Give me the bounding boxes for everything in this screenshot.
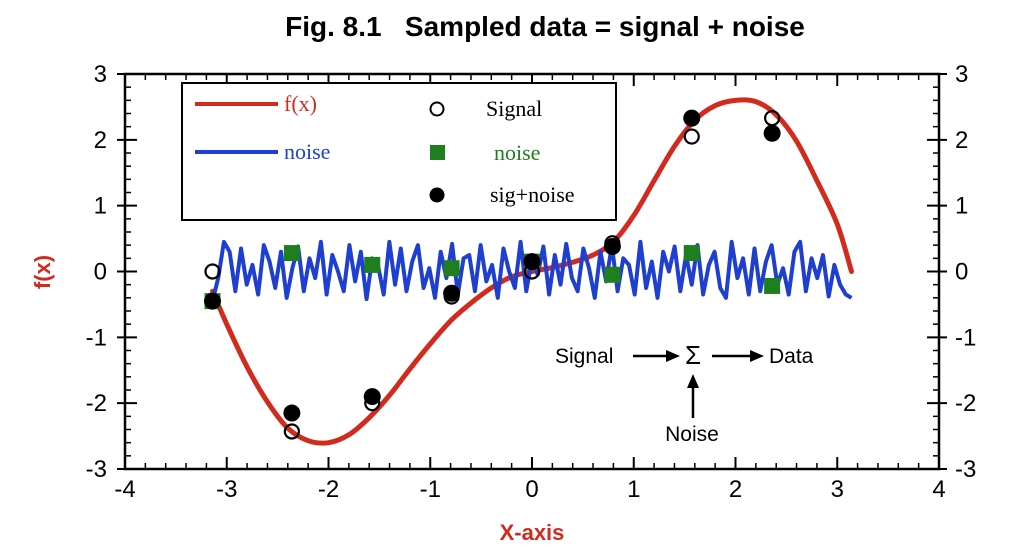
diagram-data-label: Data (769, 345, 814, 368)
legend-marker-signal (429, 101, 445, 117)
series-layer (204, 97, 854, 446)
signal-point (204, 263, 221, 280)
x-tick-label: -1 (420, 476, 441, 503)
x-tick-label: -4 (114, 476, 135, 503)
y-tick-label: 2 (94, 127, 107, 154)
noise-point (683, 245, 700, 262)
legend-label-sig-noise: sig+noise (490, 182, 575, 207)
noise-point (764, 277, 781, 294)
x-axis-label: X-axis (500, 520, 565, 545)
sig-noise-point (523, 253, 541, 271)
diagram-noise-label: Noise (665, 423, 719, 446)
y2-tick-label: 0 (955, 259, 968, 286)
signal-point (683, 128, 700, 145)
diagram-sum-symbol: Σ (685, 340, 701, 370)
y-tick-label: 0 (94, 259, 107, 286)
x-tick-label: -3 (216, 476, 237, 503)
sig-noise-point (283, 404, 301, 422)
chart-title: Fig. 8.1 Sampled data = signal + noise (285, 11, 805, 42)
legend-label-signal: Signal (486, 96, 542, 121)
sig-noise-point (763, 124, 781, 142)
x-tick-label: 4 (932, 476, 945, 503)
legend: f(x) noise Signal noise sig+noise (181, 82, 617, 221)
y2-tick-label: -3 (955, 456, 976, 483)
diagram-arrow-up-head (687, 374, 699, 388)
series-line-fx (210, 97, 854, 446)
sig-noise-point (204, 292, 222, 310)
sig-noise-point (363, 388, 381, 406)
y2-tick-label: -2 (955, 390, 976, 417)
legend-label-noise-points: noise (494, 140, 540, 165)
legend-marker-sig-noise (429, 187, 445, 203)
y-tick-label: 3 (94, 61, 107, 88)
diagram-arrow-out-head (750, 350, 764, 362)
sum-diagram: Signal Σ Data Noise (555, 340, 814, 446)
y2-tick-label: 3 (955, 61, 968, 88)
sig-noise-point (603, 237, 621, 255)
y2-tick-label: 2 (955, 127, 968, 154)
sig-noise-point (683, 109, 701, 127)
x-tick-label: 0 (525, 476, 538, 503)
x-tick-label: 3 (831, 476, 844, 503)
y-tick-label: -3 (86, 456, 107, 483)
x-tick-label: 1 (627, 476, 640, 503)
y2-tick-label: -1 (955, 324, 976, 351)
noise-point (443, 260, 460, 277)
y-tick-label: -1 (86, 324, 107, 351)
legend-label-noise-line: noise (284, 139, 330, 164)
y-tick-label: 1 (94, 193, 107, 220)
diagram-signal-label: Signal (555, 345, 613, 368)
legend-marker-noise-square (430, 145, 445, 160)
y-axis-label: f(x) (30, 255, 55, 289)
legend-label-fx: f(x) (284, 91, 317, 116)
signal-point (283, 423, 300, 440)
y-tick-label: -2 (86, 390, 107, 417)
noise-point (364, 256, 381, 273)
y2-tick-label: 1 (955, 193, 968, 220)
noise-point (604, 266, 621, 283)
x-tick-label: -2 (318, 476, 339, 503)
axes: -4 -3 -2 -1 0 1 2 3 4 -3 -3 -2 -2 -1 -1 0 0 1 1 2 2 3 3 (86, 61, 977, 503)
noise-point (283, 245, 300, 262)
diagram-arrow-in-head (666, 350, 680, 362)
sig-noise-point (443, 284, 461, 302)
signal-point (764, 110, 781, 127)
x-tick-label: 2 (729, 476, 742, 503)
